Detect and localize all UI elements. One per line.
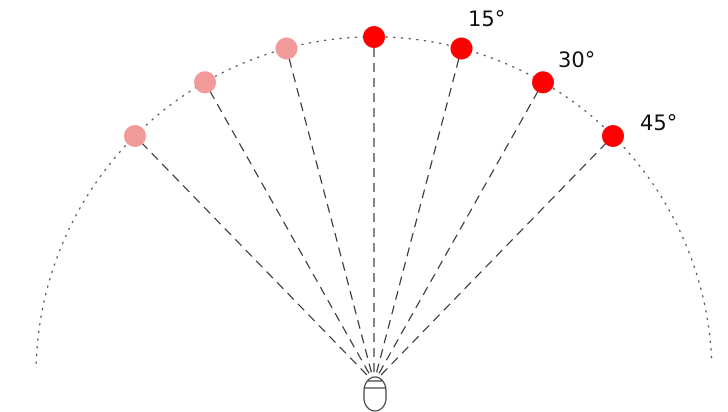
point-45: [602, 125, 624, 147]
reference-arc: [35, 36, 713, 364]
head-outline: [363, 376, 387, 412]
angle-label-30: 30°: [558, 48, 595, 72]
point-30: [532, 71, 554, 94]
ray--30: [204, 82, 370, 374]
sight-lines: [134, 37, 614, 376]
listener-head-icon: [363, 376, 387, 412]
point--45: [124, 125, 146, 147]
point-15: [450, 37, 473, 60]
point--15: [275, 37, 298, 60]
point--30: [194, 71, 216, 94]
angle-label-45: 45°: [640, 111, 677, 135]
ray-30: [378, 82, 544, 374]
ray-15: [376, 48, 463, 373]
ray--15: [285, 48, 372, 373]
source-points: [124, 26, 624, 147]
ray--45: [134, 135, 368, 376]
ray-45: [380, 135, 614, 376]
angle-label-15: 15°: [468, 7, 505, 31]
angle-labels: 15° 30° 45°: [468, 7, 677, 135]
point-0: [363, 26, 385, 48]
